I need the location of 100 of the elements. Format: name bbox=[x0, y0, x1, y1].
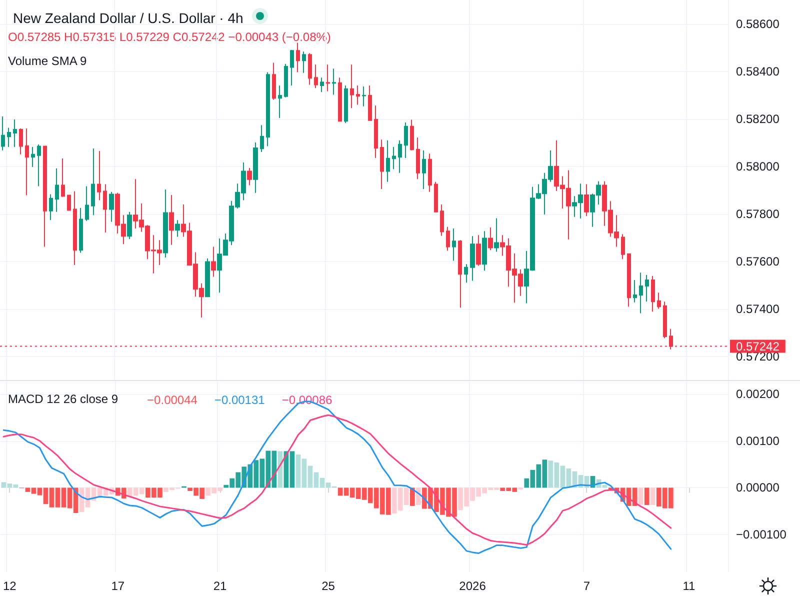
candlestick bbox=[302, 51, 306, 74]
candlestick bbox=[344, 85, 348, 124]
candlestick bbox=[266, 72, 270, 147]
x-tick-label: 2026 bbox=[459, 579, 486, 593]
y-tick-label: −0.00100 bbox=[736, 528, 787, 542]
candlestick bbox=[163, 189, 168, 258]
candlestick bbox=[103, 184, 107, 234]
candlestick bbox=[7, 127, 11, 148]
candlestick bbox=[494, 218, 499, 252]
series-label: −0.00131 bbox=[214, 393, 266, 407]
candlestick bbox=[205, 258, 210, 298]
candlestick bbox=[175, 220, 180, 238]
candlestick bbox=[663, 301, 667, 339]
candlestick bbox=[290, 49, 294, 86]
candlestick bbox=[386, 140, 390, 182]
candlestick bbox=[356, 85, 360, 106]
candlestick bbox=[73, 190, 77, 266]
candlestick bbox=[639, 272, 643, 314]
candlestick bbox=[314, 64, 318, 89]
candlestick bbox=[374, 104, 378, 158]
candlestick bbox=[247, 167, 252, 186]
candlestick bbox=[476, 234, 481, 266]
candlestick bbox=[13, 118, 17, 148]
candlestick bbox=[85, 186, 89, 222]
candlestick bbox=[169, 194, 174, 246]
y-tick-label: 0.57600 bbox=[736, 254, 780, 268]
y-tick-label: 0.57800 bbox=[736, 206, 780, 221]
candlestick bbox=[350, 64, 354, 109]
candlestick bbox=[621, 234, 625, 260]
candlestick bbox=[61, 158, 65, 198]
candlestick bbox=[380, 139, 384, 190]
y-tick-label: 0.00100 bbox=[736, 434, 780, 448]
bar bbox=[638, 488, 644, 505]
candlestick bbox=[332, 68, 336, 96]
candlestick bbox=[127, 211, 132, 240]
candlestick bbox=[434, 181, 438, 212]
candlestick bbox=[398, 140, 402, 174]
candlestick bbox=[458, 240, 462, 308]
candlestick bbox=[1, 116, 5, 151]
candlestick bbox=[482, 230, 487, 272]
y-tick-label: 0.58000 bbox=[736, 159, 780, 174]
y-tick-label: 0.58200 bbox=[736, 112, 780, 126]
candlestick bbox=[428, 153, 432, 192]
candlestick bbox=[260, 124, 264, 152]
candlestick bbox=[440, 204, 444, 236]
x-tick-label: 11 bbox=[682, 579, 696, 593]
candlestick bbox=[464, 264, 468, 284]
candlestick bbox=[657, 292, 661, 310]
candlestick bbox=[308, 52, 312, 86]
candlestick bbox=[368, 85, 372, 121]
annotation: O0.57285 H0.57315 L0.57229 C0.57242 −0.00043 (−0.08%) bbox=[8, 30, 331, 44]
candlestick bbox=[404, 122, 408, 158]
candlestick bbox=[320, 77, 324, 93]
candlestick bbox=[49, 194, 53, 221]
candlestick bbox=[55, 168, 59, 212]
bar bbox=[650, 488, 656, 506]
candlestick bbox=[211, 246, 216, 278]
candlestick bbox=[422, 150, 426, 190]
y-tick-label: 0.57400 bbox=[736, 302, 780, 316]
candlestick bbox=[284, 63, 288, 98]
candlestick bbox=[91, 148, 95, 216]
candlestick bbox=[19, 128, 23, 155]
candlestick bbox=[296, 42, 300, 73]
y-tick-label: 0.00200 bbox=[736, 387, 780, 402]
candlestick bbox=[338, 77, 342, 122]
text: New Zealand Dollar / U.S. Dollar · 4h bbox=[13, 10, 244, 26]
legend-title: MACD 12 26 close 9 bbox=[8, 392, 118, 406]
candlestick bbox=[109, 191, 114, 222]
candlestick bbox=[79, 207, 83, 254]
candlestick bbox=[278, 85, 282, 119]
candlestick bbox=[392, 146, 396, 170]
candlestick bbox=[470, 236, 475, 282]
x-tick-label: 21 bbox=[213, 579, 228, 593]
candlestick bbox=[67, 194, 71, 211]
x-tick-label: 25 bbox=[322, 579, 336, 593]
candlestick bbox=[253, 142, 258, 194]
candlestick bbox=[410, 119, 414, 151]
candlestick bbox=[37, 144, 41, 187]
bar bbox=[410, 488, 415, 506]
candlestick bbox=[651, 275, 655, 312]
y-tick-label: 0.58600 bbox=[736, 16, 780, 31]
candlestick bbox=[452, 228, 456, 262]
candlestick bbox=[633, 280, 637, 303]
bar bbox=[644, 488, 650, 506]
candlestick bbox=[627, 253, 631, 308]
candlestick bbox=[362, 86, 366, 107]
candlestick bbox=[272, 62, 276, 100]
candlestick bbox=[446, 226, 450, 252]
candlestick bbox=[584, 184, 589, 217]
y-tick-label: 0.00000 bbox=[736, 480, 780, 495]
candlestick bbox=[43, 146, 47, 248]
y-tick-label: 0.58400 bbox=[736, 64, 780, 78]
text: −0.00044 bbox=[147, 393, 198, 407]
x-tick-label: 17 bbox=[111, 579, 125, 593]
candlestick bbox=[326, 64, 330, 92]
candlestick bbox=[31, 146, 35, 168]
x-tick-label: 7 bbox=[583, 579, 590, 593]
candlestick bbox=[488, 227, 493, 251]
candlestick bbox=[97, 150, 101, 201]
candlestick bbox=[416, 137, 420, 180]
